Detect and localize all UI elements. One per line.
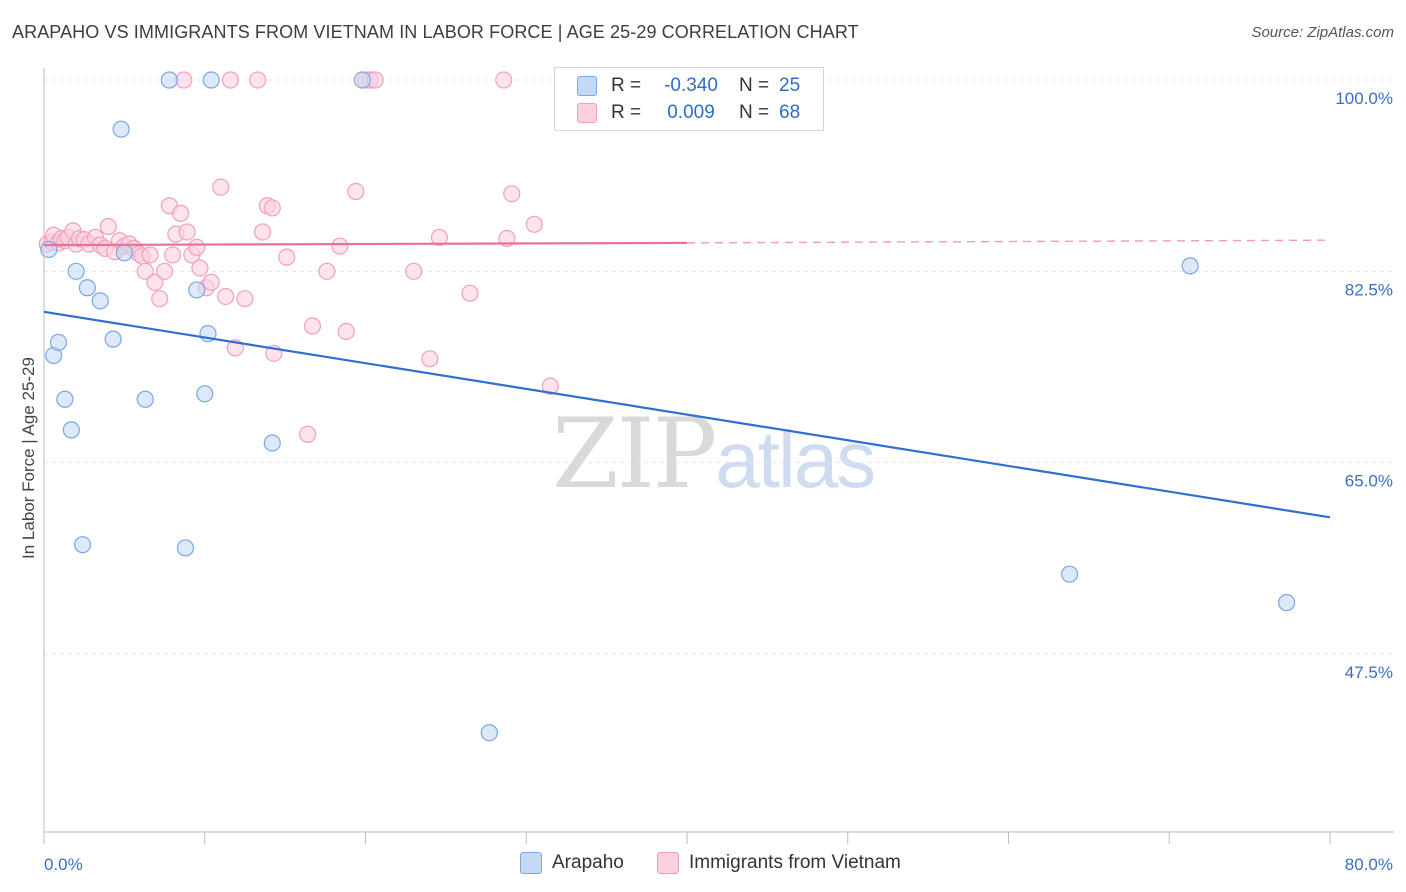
vietnam-point bbox=[212, 178, 230, 196]
vietnam-point bbox=[146, 273, 164, 291]
legend-label-arapaho: Arapaho bbox=[552, 852, 624, 873]
arapaho-trend-line bbox=[43, 310, 1331, 519]
vietnam-point bbox=[217, 287, 235, 306]
vietnam-point bbox=[188, 238, 206, 256]
arapaho-point bbox=[40, 240, 58, 259]
arapaho-point bbox=[176, 539, 195, 557]
vietnam-point bbox=[541, 377, 559, 395]
vietnam-point bbox=[172, 204, 190, 222]
vietnam-point bbox=[164, 246, 182, 264]
legend-row-arapaho: R = -0.340 N = 25 bbox=[577, 73, 800, 99]
vietnam-point bbox=[405, 262, 423, 280]
arapaho-point bbox=[353, 71, 371, 89]
vietnam-point bbox=[303, 317, 322, 335]
arapaho-point bbox=[480, 724, 498, 742]
source-label: Source: ZipAtlas.com bbox=[1251, 24, 1394, 41]
vietnam-point bbox=[503, 185, 521, 203]
y-tick-label: 82.5% bbox=[1345, 280, 1393, 299]
arapaho-point bbox=[62, 421, 80, 439]
vietnam-trend-line bbox=[43, 241, 688, 247]
vietnam-point bbox=[278, 248, 296, 266]
vietnam-point bbox=[151, 290, 169, 308]
y-tick-label: 65.0% bbox=[1345, 472, 1393, 491]
vietnam-point bbox=[525, 215, 543, 233]
chart-title: ARAPAHO VS IMMIGRANTS FROM VIETNAM IN LA… bbox=[12, 22, 859, 42]
arapaho-point bbox=[49, 333, 68, 351]
vietnam-point bbox=[236, 290, 254, 308]
vietnam-point bbox=[191, 259, 209, 277]
watermark-zip: ZIP bbox=[552, 398, 717, 510]
vietnam-point bbox=[318, 262, 336, 280]
legend-r-label: R = bbox=[611, 102, 642, 123]
vietnam-trend-line-dashed bbox=[686, 239, 1331, 244]
legend-label-vietnam: Immigrants from Vietnam bbox=[689, 852, 901, 873]
correlation-legend: R = -0.340 N = 25 R = 0.009 N = 68 bbox=[554, 67, 824, 131]
vietnam-point bbox=[175, 71, 193, 89]
legend-n-value: 25 bbox=[779, 75, 801, 96]
x-tick-label: 0.0% bbox=[44, 855, 83, 874]
arapaho-point bbox=[67, 262, 85, 280]
legend-row-vietnam: R = 0.009 N = 68 bbox=[577, 100, 800, 126]
vietnam-point bbox=[495, 71, 513, 89]
vietnam-point bbox=[331, 237, 349, 255]
arapaho-point bbox=[202, 71, 220, 89]
vietnam-point bbox=[421, 350, 439, 368]
arapaho-point bbox=[56, 390, 74, 408]
vietnam-point bbox=[461, 284, 479, 302]
legend-r-label: R = bbox=[611, 75, 642, 96]
vietnam-point bbox=[155, 262, 174, 280]
vietnam-point bbox=[337, 322, 355, 341]
watermark: ZIPatlas bbox=[552, 398, 876, 510]
vietnam-point bbox=[178, 223, 196, 241]
y-tick-label: 100.0% bbox=[1335, 89, 1393, 108]
arapaho-point bbox=[115, 244, 133, 262]
arapaho-point bbox=[1060, 565, 1079, 583]
arapaho-point bbox=[263, 434, 281, 452]
arapaho-point bbox=[1277, 594, 1296, 612]
legend-r-value: -0.340 bbox=[664, 75, 718, 96]
arapaho-point bbox=[112, 120, 130, 138]
arapaho-point bbox=[188, 281, 206, 299]
watermark-atlas: atlas bbox=[715, 415, 876, 504]
legend-n-label: N = bbox=[739, 102, 770, 123]
legend-swatch-vietnam bbox=[657, 852, 679, 874]
legend-item-arapaho: Arapaho bbox=[520, 852, 624, 874]
legend-swatch-vietnam bbox=[577, 103, 597, 123]
vietnam-point bbox=[99, 217, 117, 236]
arapaho-point bbox=[136, 390, 154, 408]
legend-r-value: 0.009 bbox=[667, 102, 715, 123]
y-axis-title: In Labor Force | Age 25-29 bbox=[19, 357, 38, 559]
arapaho-point bbox=[160, 71, 178, 89]
vietnam-point bbox=[141, 246, 159, 264]
vietnam-point bbox=[347, 182, 365, 201]
vietnam-point bbox=[221, 71, 240, 89]
legend-swatch-arapaho bbox=[520, 852, 542, 874]
y-tick-label: 47.5% bbox=[1345, 663, 1393, 682]
x-tick-label: 80.0% bbox=[1345, 855, 1393, 874]
arapaho-point bbox=[1181, 257, 1199, 275]
arapaho-point bbox=[104, 330, 122, 348]
legend-n-label: N = bbox=[739, 75, 770, 96]
vietnam-point bbox=[136, 262, 154, 280]
series-legend: Arapaho Immigrants from Vietnam bbox=[0, 852, 1406, 878]
arapaho-point bbox=[91, 292, 109, 310]
vietnam-point bbox=[299, 425, 317, 443]
vietnam-point bbox=[430, 228, 449, 247]
legend-item-vietnam: Immigrants from Vietnam bbox=[657, 852, 901, 874]
legend-n-value: 68 bbox=[779, 102, 801, 123]
arapaho-point bbox=[196, 385, 214, 403]
arapaho-point bbox=[73, 536, 92, 554]
vietnam-point bbox=[254, 223, 272, 241]
vietnam-point bbox=[263, 199, 281, 217]
vietnam-point bbox=[202, 273, 220, 291]
vietnam-point bbox=[249, 71, 267, 89]
arapaho-point bbox=[78, 279, 97, 297]
legend-swatch-arapaho bbox=[577, 76, 597, 96]
